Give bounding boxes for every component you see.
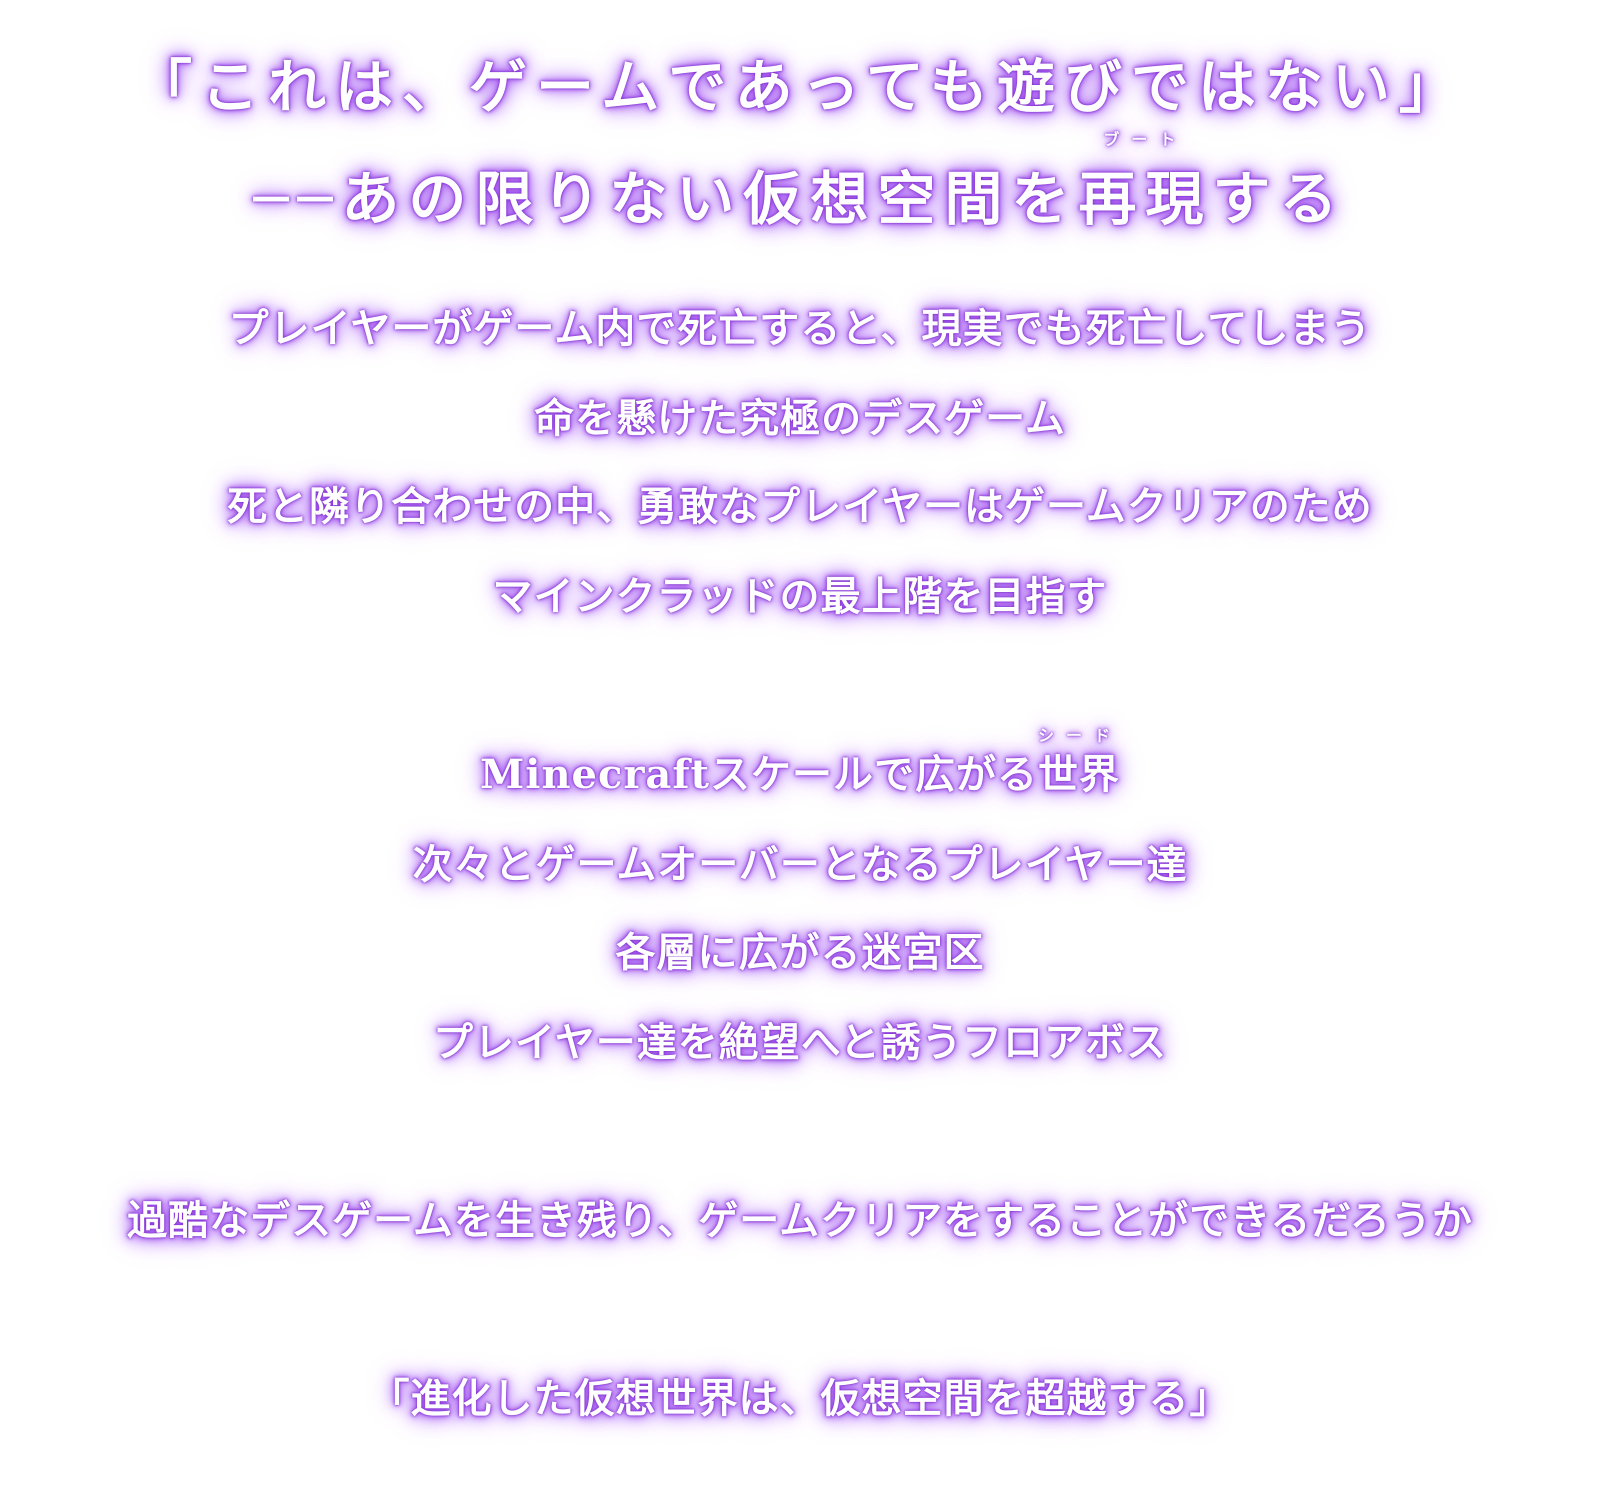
world-ruby-group: シード 世界 [1038, 726, 1121, 800]
world-line-4: プレイヤー達を絶望へと誘うフロアボス [433, 1019, 1167, 1066]
world-line-1-prefix: Minecraftスケールで広がる [479, 751, 1039, 798]
world-line-2: 次々とゲームオーバーとなるプレイヤー達 [412, 841, 1188, 888]
headline-ruby-group: ブート 再現 [1078, 130, 1213, 236]
world-ruby-text: シード [1038, 726, 1123, 745]
headline-line-2: ──あの限りない仮想空間を ブート 再現する [0, 130, 1600, 236]
headline-ruby-text: ブート [1103, 130, 1188, 149]
story-line-2: 命を懸けた究極のデスゲーム [534, 395, 1066, 442]
headline-line-2-suffix: する [1212, 165, 1347, 233]
story-line-4: マインクラッドの最上階を目指す [492, 573, 1108, 620]
world-line-3: 各層に広がる迷宮区 [615, 929, 985, 976]
world-line-1: Minecraftスケールで広がる シード 世界 [0, 726, 1600, 800]
headline-line-1: 「これは、ゲームであっても遊びではない」 [134, 53, 1466, 121]
headline-ruby-base: 再現 [1078, 165, 1213, 233]
question-line: 過酷なデスゲームを生き残り、ゲームクリアをすることができるだろうか [127, 1197, 1473, 1244]
story-line-3: 死と隣り合わせの中、勇敢なプレイヤーはゲームクリアのため [227, 483, 1373, 530]
headline-line-2-prefix: ──あの限りない仮想空間を [253, 165, 1079, 233]
story-line-1: プレイヤーがゲーム内で死亡すると、現実でも死亡してしまう [228, 305, 1372, 352]
world-ruby-base: 世界 [1038, 751, 1121, 798]
closing-line: 「進化した仮想世界は、仮想空間を超越する」 [369, 1375, 1231, 1422]
